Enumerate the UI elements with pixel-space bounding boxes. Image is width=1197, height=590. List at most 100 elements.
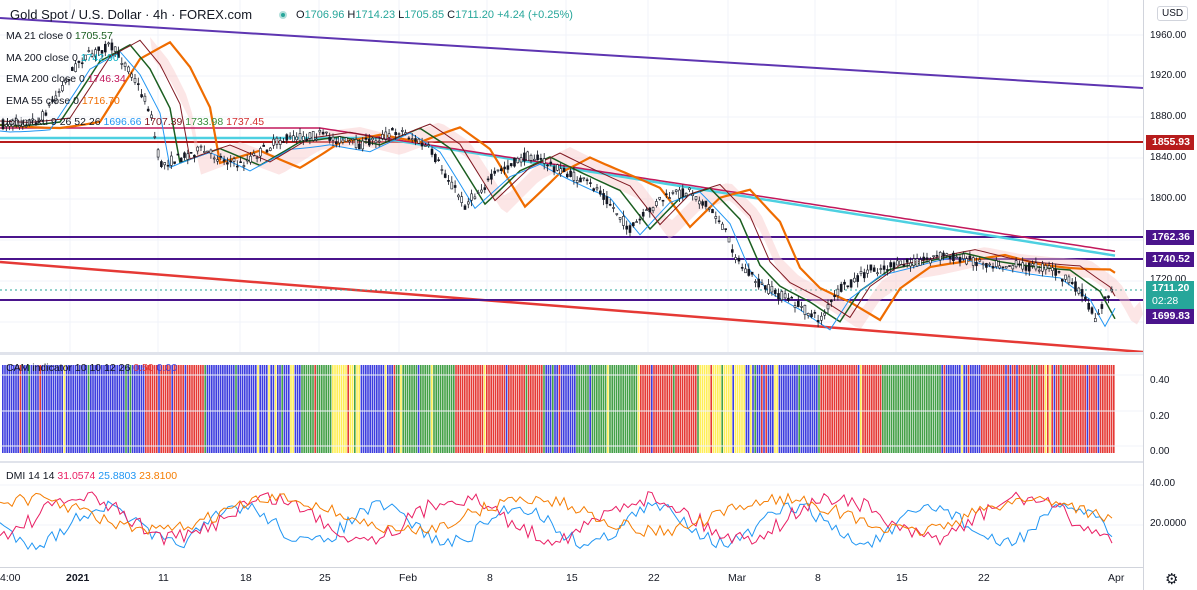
candle-body [615,213,619,215]
cam-bar [125,365,127,453]
candle-body [1107,295,1110,299]
dmi-indicator-pane[interactable] [0,463,1143,567]
pane-divider[interactable] [0,352,1197,355]
cam-bar [252,365,255,453]
price-chart-pane[interactable] [0,0,1143,352]
legend-ema55[interactable]: EMA 55 close 0 1716.70 [6,95,120,107]
cam-bar [662,365,664,453]
cam-bar [457,365,459,453]
candle-body [1041,263,1044,272]
price-chart-canvas[interactable] [0,0,1143,352]
cam-bar [719,365,721,453]
candle-body [470,193,473,201]
cam-bar [723,365,726,453]
candle-body [193,154,196,158]
symbol-title[interactable]: Gold Spot / U.S. Dollar · 4h · FOREX.com [10,7,253,22]
candle-body [717,220,721,223]
time-axis[interactable] [0,567,1143,590]
level-tag[interactable]: 1762.36 [1146,230,1194,245]
cam-bar [525,365,528,453]
candle-body [364,137,368,140]
legend-ma200[interactable]: MA 200 close 0 1742.90 [6,52,119,64]
candle-body [414,138,417,142]
cam-bar [488,365,490,453]
cam-bar [846,365,849,453]
open-value: 1706.96 [304,9,345,21]
gear-icon[interactable]: ⚙ [1165,571,1179,588]
pane-divider[interactable] [0,461,1197,464]
cam-bar [35,365,37,453]
cam-bar [101,365,103,453]
candle-body [787,297,790,301]
low-value: 1705.85 [404,9,445,21]
cam-legend[interactable]: CAM indicator 10 10 12 26 0.50 0.00 [6,362,178,374]
cam-bar [453,365,455,453]
cam-bar [246,365,248,453]
cam-bar [798,365,800,453]
cam-bar [780,365,783,453]
candle-body [684,192,688,196]
cam-bar [655,365,657,453]
cam-bar [560,365,563,453]
cam-bar [967,365,970,453]
dmi-indicator-canvas[interactable] [0,463,1143,567]
candle-body [424,145,427,147]
cam-indicator-pane[interactable] [0,355,1143,461]
candle-body [843,281,846,285]
candle-body [849,279,853,288]
candle-body [572,171,576,181]
dmi-legend[interactable]: DMI 14 14 31.0574 25.8803 23.8100 [6,470,178,482]
cam-bar [646,365,649,453]
cam-bar [255,365,257,453]
cam-bar [195,365,198,453]
candle-body [199,145,203,148]
level-tag[interactable]: 1740.52 [1146,252,1194,267]
candle-body [1061,278,1064,282]
candle-body [546,164,549,167]
candle-body [509,163,513,166]
price-tick: 1920.00 [1150,70,1187,81]
cam-bar [637,365,640,453]
candle-body [704,200,708,207]
cam-bar [472,365,475,453]
candle-body [367,138,371,146]
candle-body [219,155,223,158]
cam-bar [477,365,479,453]
candle-body [915,258,919,267]
candle-body [328,136,332,141]
candle-body [179,157,183,162]
candle-body [806,313,810,316]
cam-bar [514,365,517,453]
level-tag[interactable]: 1699.83 [1146,309,1194,324]
cam-bar [92,365,94,453]
cam-bar [587,365,589,453]
ema55-line [0,40,1116,322]
cam-bar [714,365,717,453]
cam-bar [679,365,682,453]
candle-body [394,132,398,136]
cam-bar [464,365,466,453]
cam-bar [4,365,6,453]
cam-bar [879,365,882,453]
legend-ma21[interactable]: MA 21 close 0 1705.57 [6,30,113,42]
currency-button[interactable]: USD [1157,6,1189,21]
candle-body [443,173,447,178]
legend-ema200[interactable]: EMA 200 close 0 1746.34 [6,73,126,85]
cam-bar [24,365,26,453]
last-price-tag[interactable]: 1711.20 02:28 [1146,281,1194,309]
cam-indicator-canvas[interactable] [0,355,1143,461]
candle-body [519,157,523,163]
cam-bar [1025,365,1027,453]
candle-body [810,313,813,318]
cam-bar [365,365,367,453]
legend-ichimoku[interactable]: Ichimoku 9 26 52 26 1696.66 1707.39 1733… [6,116,265,128]
trendline [0,17,1143,89]
cam-bar [908,365,910,453]
candle-body [163,162,166,166]
price-tick: 1880.00 [1150,111,1187,122]
cam-bar [915,365,917,453]
level-tag[interactable]: 1855.93 [1146,135,1194,150]
cam-bar [455,365,457,453]
candle-body [681,188,685,197]
cam-bar [824,365,827,453]
